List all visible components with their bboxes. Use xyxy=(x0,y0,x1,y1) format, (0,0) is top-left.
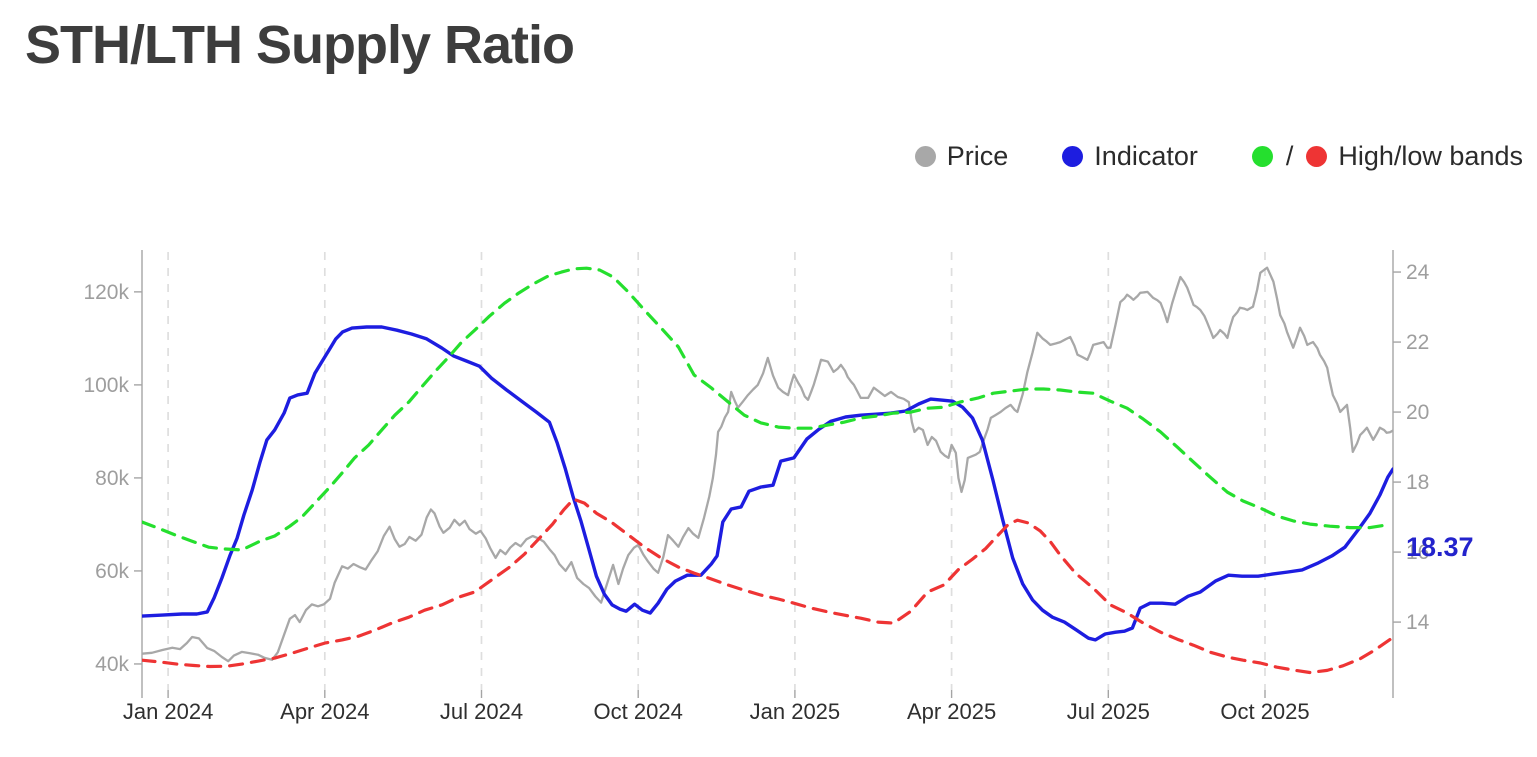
right-tick-label: 18 xyxy=(1406,471,1429,494)
data-series-lines xyxy=(142,266,1393,675)
series-low-band xyxy=(142,497,1392,675)
right-tick-label: 20 xyxy=(1406,401,1429,424)
legend-label-price: Price xyxy=(946,141,1009,171)
right-tick-label: 16 xyxy=(1406,541,1429,564)
x-tick-label: Oct 2025 xyxy=(1220,699,1309,724)
series-indicator xyxy=(142,325,1393,642)
last-value-badge: 18.37 xyxy=(1406,532,1474,562)
x-tick-label: Apr 2024 xyxy=(280,699,369,724)
legend-item-price[interactable]: Price xyxy=(914,141,1009,172)
legend-label-bands: High/low bands xyxy=(1338,141,1523,171)
axis-lines-and-ticks xyxy=(134,250,1401,698)
right-tick-label: 24 xyxy=(1406,261,1430,284)
x-tick-label: Jul 2025 xyxy=(1067,699,1150,724)
left-tick-label: 100k xyxy=(83,374,129,397)
left-tick-label: 80k xyxy=(95,467,129,490)
indicator-dot-icon xyxy=(1062,146,1084,167)
price-dot-icon xyxy=(914,146,936,167)
chart-legend: Price Indicator / High/low bands xyxy=(914,141,1523,172)
x-tick-label: Jul 2024 xyxy=(440,699,523,724)
x-tick-label: Apr 2025 xyxy=(907,699,996,724)
page-title: STH/LTH Supply Ratio xyxy=(25,15,575,75)
legend-label-indicator: Indicator xyxy=(1094,141,1198,171)
legend-item-bands[interactable]: / High/low bands xyxy=(1251,141,1523,172)
legend-item-indicator[interactable]: Indicator xyxy=(1062,141,1198,172)
series-price xyxy=(142,266,1393,663)
legend-slash: / xyxy=(1285,141,1294,171)
series-high-band xyxy=(142,266,1392,552)
left-axis-tick-labels: 40k 60k 80k 100k 120k xyxy=(83,281,129,676)
left-tick-label: 60k xyxy=(95,560,129,583)
x-tick-label: Jan 2024 xyxy=(123,699,214,724)
right-axis-tick-labels: 14 16 18 20 22 24 xyxy=(1406,261,1430,634)
right-tick-label: 14 xyxy=(1406,611,1430,634)
right-tick-label: 22 xyxy=(1406,331,1429,354)
vertical-gridlines xyxy=(167,252,1266,690)
x-tick-label: Oct 2024 xyxy=(594,699,683,724)
low-band-dot-icon xyxy=(1306,146,1328,167)
x-tick-label: Jan 2025 xyxy=(750,699,841,724)
x-axis-tick-labels: Jan 2024 Apr 2024 Jul 2024 Oct 2024 Jan 2025… xyxy=(123,699,1310,724)
high-band-dot-icon xyxy=(1251,146,1273,167)
left-tick-label: 120k xyxy=(83,281,129,304)
left-tick-label: 40k xyxy=(95,653,129,676)
